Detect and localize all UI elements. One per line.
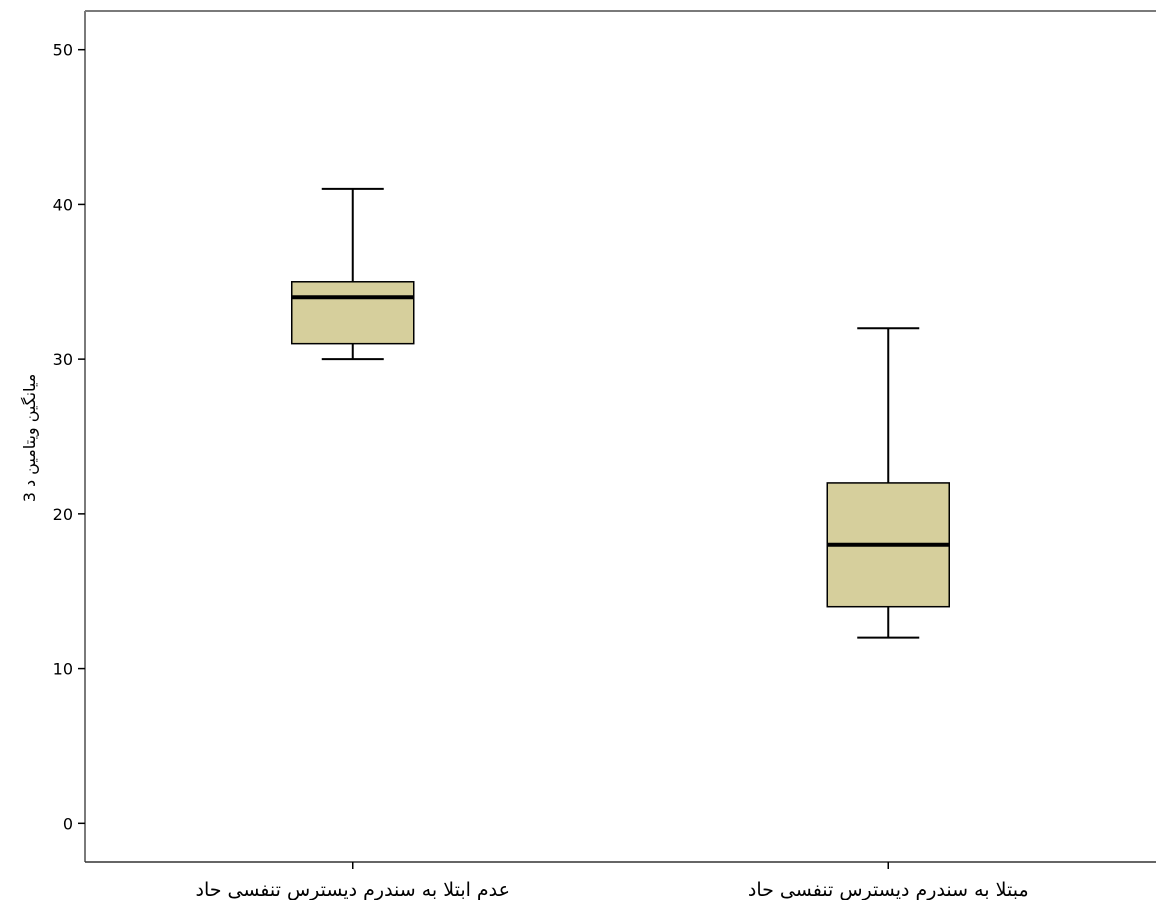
x-category-label: مبتلا به سندرم دیسترس تنفسی حاد — [748, 879, 1029, 900]
box-group — [826, 327, 950, 639]
y-tick-label: 50 — [53, 41, 73, 60]
boxes — [291, 187, 950, 639]
y-tick-label: 40 — [53, 195, 73, 214]
x-category-label: عدم ابتلا به سندرم دیسترس تنفسی حاد — [195, 879, 510, 900]
x-axis: عدم ابتلا به سندرم دیسترس تنفسی حاد مبتلا… — [195, 862, 1029, 900]
y-tick-label: 0 — [63, 814, 73, 833]
y-tick-label: 20 — [53, 505, 73, 524]
y-tick-label: 10 — [53, 660, 73, 679]
y-axis: 0 10 20 30 40 50 — [53, 41, 85, 833]
y-axis-title: میانگین ویتامین د 3 — [20, 374, 40, 503]
box-group — [291, 187, 415, 361]
iqr-box — [291, 281, 415, 345]
plot-frame — [84, 10, 1156, 863]
y-tick-label: 30 — [53, 350, 73, 369]
